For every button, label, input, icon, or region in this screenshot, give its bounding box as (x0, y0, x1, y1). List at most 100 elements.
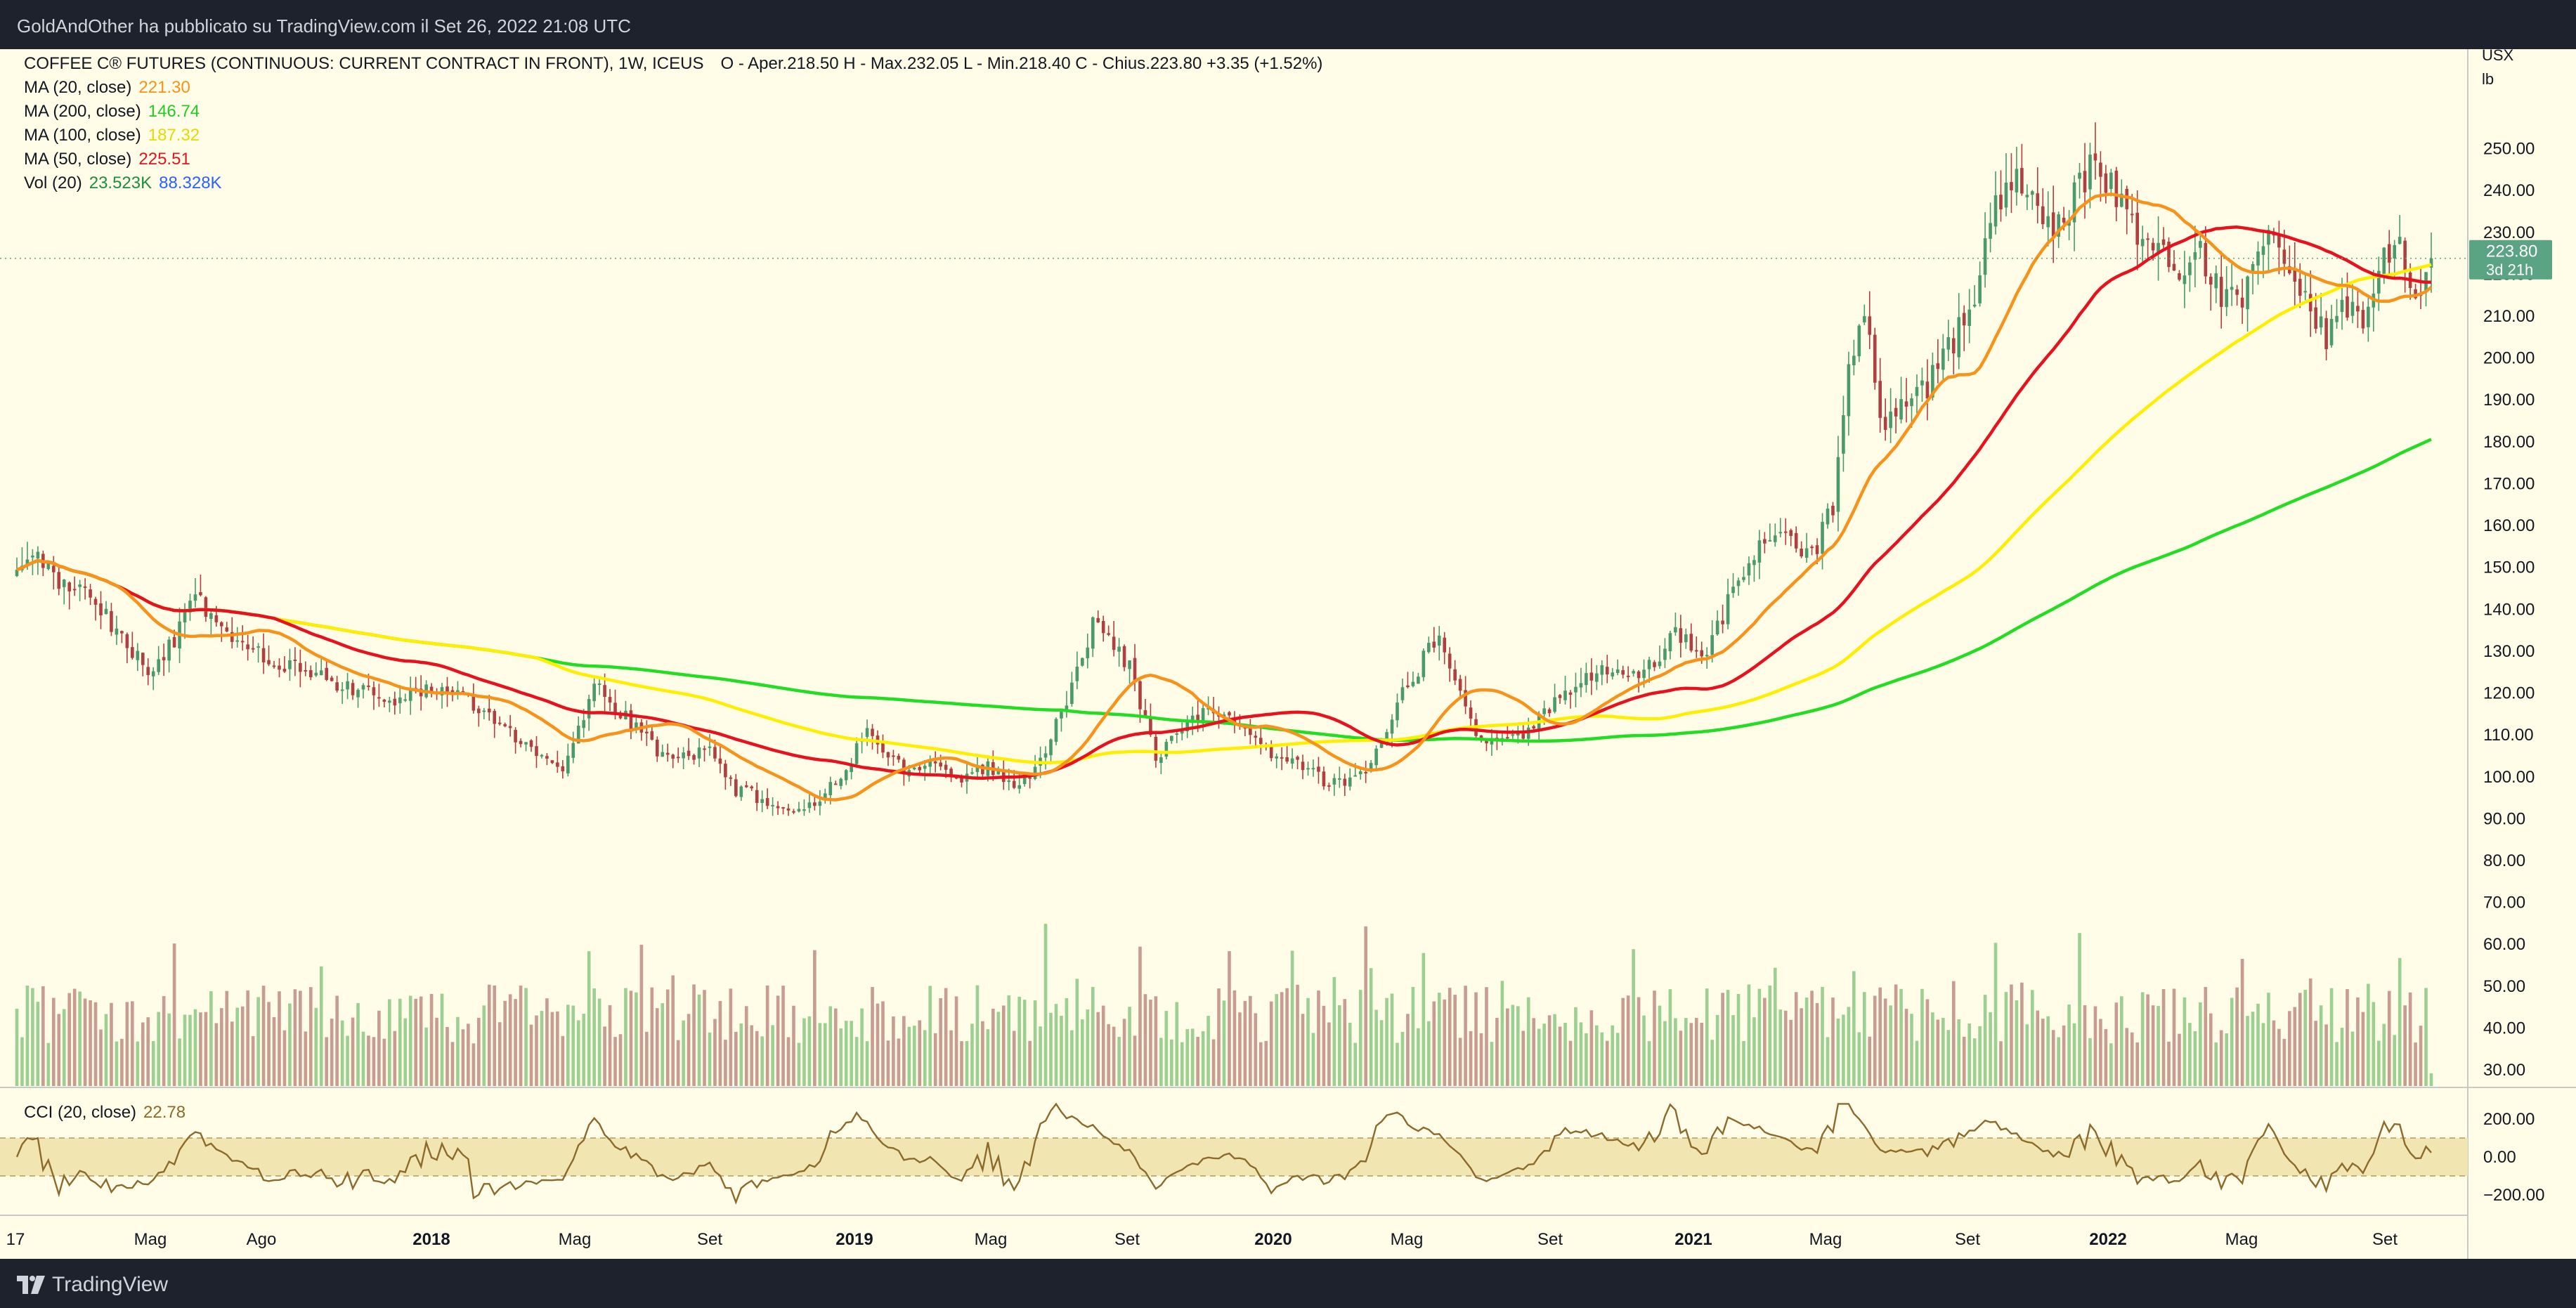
tradingview-logo[interactable]: TradingView (17, 1273, 168, 1297)
volume-row[interactable]: Vol (20) 23.523K 88.328K (24, 171, 1322, 195)
volume-bar (1296, 984, 1299, 1086)
price-tick-label: 100.00 (2483, 768, 2535, 787)
volume-bar (1453, 995, 1457, 1086)
candle-body (629, 710, 633, 732)
candle-body (2199, 241, 2202, 248)
candle-body (939, 762, 942, 767)
volume-bar (1558, 1026, 1562, 1086)
volume-bar (172, 943, 176, 1086)
candle-body (204, 597, 208, 617)
volume-bar (991, 1008, 995, 1086)
volume-bar (1899, 988, 1903, 1086)
axes: USXlb250.00240.00230.00220.00210.00200.0… (0, 46, 2552, 1249)
volume-bar (1374, 1009, 1378, 1086)
volume-bar (2188, 1023, 2192, 1086)
candle-body (1632, 671, 1635, 674)
volume-bar (1936, 1019, 1940, 1086)
volume-bar (1479, 1033, 1483, 1086)
candle-body (1542, 708, 1546, 714)
candle-body (1411, 681, 1415, 686)
volume-bar (1022, 1000, 1027, 1086)
candle-body (933, 761, 937, 764)
candle-body (1254, 735, 1258, 738)
cci-pane[interactable] (0, 1102, 2468, 1205)
symbol-row[interactable]: COFFEE C® FUTURES (CONTINUOUS: CURRENT C… (24, 52, 1322, 76)
candle-body (1301, 761, 1305, 771)
candle-body (1842, 415, 1845, 454)
ma50-row[interactable]: MA (50, close) 225.51 (24, 148, 1322, 171)
candle-body (2083, 171, 2087, 192)
candle-body (1826, 509, 1830, 525)
ma100-row[interactable]: MA (100, close) 187.32 (24, 124, 1322, 148)
candle-body (1778, 532, 1783, 534)
volume-bar (78, 991, 82, 1086)
ma200-row[interactable]: MA (200, close) 146.74 (24, 100, 1322, 124)
candle-body (1133, 658, 1137, 683)
candle-body (2099, 162, 2102, 177)
candle-body (1070, 682, 1074, 705)
volume-bar (1222, 1000, 1226, 1086)
candle-body (2114, 170, 2119, 207)
volume-bar (1894, 984, 1898, 1086)
candle-body (2146, 238, 2149, 240)
volume-bar (1804, 998, 1809, 1086)
volume-bar (1794, 992, 1798, 1086)
volume-bar (1847, 1007, 1851, 1086)
volume-bar (2088, 1038, 2092, 1086)
volume-bar (2340, 1028, 2344, 1086)
volume-bar (36, 1002, 40, 1086)
volume-bar (1878, 987, 1882, 1086)
volume-bar (1049, 1012, 1053, 1086)
volume-bar (608, 1005, 612, 1086)
candle-body (1862, 316, 1866, 322)
candle-body (1878, 381, 1882, 418)
candle-body (2319, 316, 2323, 328)
candle-body (975, 765, 980, 773)
volume-bar (1831, 998, 1835, 1086)
volume-bar (1485, 987, 1488, 1086)
volume-bar (20, 1037, 24, 1086)
candle-body (703, 748, 706, 750)
volume-bar (2010, 984, 2013, 1086)
volume-bar (876, 1003, 880, 1086)
volume-bar (1427, 1021, 1431, 1086)
volume-bar (340, 1020, 344, 1086)
candle-body (2072, 182, 2076, 223)
ma20-row[interactable]: MA (20, close) 221.30 (24, 76, 1322, 100)
volume-bar (136, 1041, 140, 1086)
candle-body (1993, 195, 1998, 227)
volume-bar (1243, 1000, 1247, 1086)
volume-bar (2135, 1042, 2140, 1086)
volume-bar (2109, 1043, 2113, 1086)
volume-bar (1258, 1042, 1263, 1086)
candle-body (136, 650, 140, 660)
volume-bar (1490, 1042, 1494, 1086)
candle-body (2015, 169, 2019, 192)
volume-bar (162, 995, 166, 1086)
candle-body (571, 743, 575, 758)
volume-bar (1783, 1010, 1788, 1086)
volume-bar (335, 995, 339, 1086)
candle-body (146, 667, 150, 675)
volume-bar (1700, 1022, 1704, 1086)
volume-bar (729, 988, 733, 1086)
cci-legend[interactable]: CCI (20, close) 22.78 (24, 1103, 186, 1123)
candle-body (1091, 617, 1095, 649)
candle-body (1332, 778, 1336, 785)
candle-body (1479, 735, 1483, 739)
candle-body (1374, 748, 1378, 766)
volume-bar (429, 993, 434, 1086)
candle-body (724, 764, 727, 778)
candle-body (1190, 715, 1195, 723)
candle-body (1694, 650, 1698, 652)
volume-bar (293, 989, 297, 1086)
volume-bar (918, 1020, 922, 1086)
candle-body (1941, 348, 1945, 370)
candle-body (1972, 304, 1977, 307)
candle-body (2293, 269, 2297, 282)
volume-bar (1432, 1001, 1436, 1086)
candle-body (854, 743, 859, 764)
candle-body (461, 691, 465, 693)
volume-bar (104, 1014, 108, 1086)
